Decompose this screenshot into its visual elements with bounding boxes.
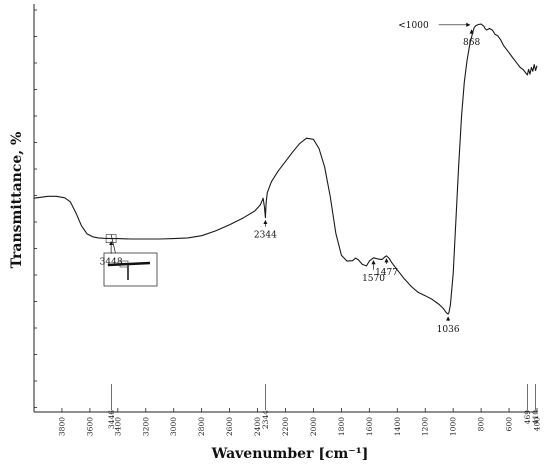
annotation-label: <1000 <box>398 21 429 31</box>
spectrum-line <box>33 23 538 315</box>
x-tick-label: 2400 <box>253 417 262 436</box>
x-axis-title: Wavenumber [cm⁻¹] <box>211 446 369 462</box>
x-tick-label: 2600 <box>225 417 234 436</box>
annotation-label: 2344 <box>254 231 277 241</box>
y-axis-title: Transmittance, % <box>9 132 25 269</box>
x-tick-label: 3800 <box>57 417 66 436</box>
x-tick-label: 400 <box>533 417 542 432</box>
marker-label: 3446 <box>107 410 116 429</box>
x-tick-label: 1000 <box>449 417 458 436</box>
zoom-inset <box>103 234 158 287</box>
annotation-label: 3448 <box>100 258 123 268</box>
inset-frame <box>103 252 158 287</box>
marker-label: 2344 <box>261 410 270 429</box>
x-tick-label: 3000 <box>169 417 178 436</box>
x-tick-label: 1400 <box>393 417 402 436</box>
x-tick-label: 800 <box>477 417 486 432</box>
annotation-label: 1570 <box>362 274 385 284</box>
marker-label: 469 <box>523 410 532 425</box>
x-tick-label: 1200 <box>421 417 430 436</box>
axes: 3800 3600 3400 3200 3000 2800 2600 2400 2200 2000… <box>33 4 542 436</box>
plot-area <box>33 23 538 315</box>
x-tick-label: 2200 <box>281 417 290 436</box>
x-tick-label: 2800 <box>197 417 206 436</box>
annotation-label: 868 <box>463 38 480 48</box>
x-tick-label: 600 <box>505 417 514 432</box>
x-tick-label: 1800 <box>337 417 346 436</box>
annotation-label: 1036 <box>437 325 460 335</box>
inset-trace <box>107 261 151 267</box>
inset-box <box>119 260 129 268</box>
x-tick-label: 3400 <box>113 417 122 436</box>
x-tick-label: 3600 <box>85 417 94 436</box>
annotation-label: 1477 <box>375 268 398 278</box>
x-tick-label: 3200 <box>141 417 150 436</box>
x-tick-label: 2000 <box>309 417 318 436</box>
marker-label: 410 <box>531 410 540 425</box>
x-tick-label: 1600 <box>365 417 374 436</box>
